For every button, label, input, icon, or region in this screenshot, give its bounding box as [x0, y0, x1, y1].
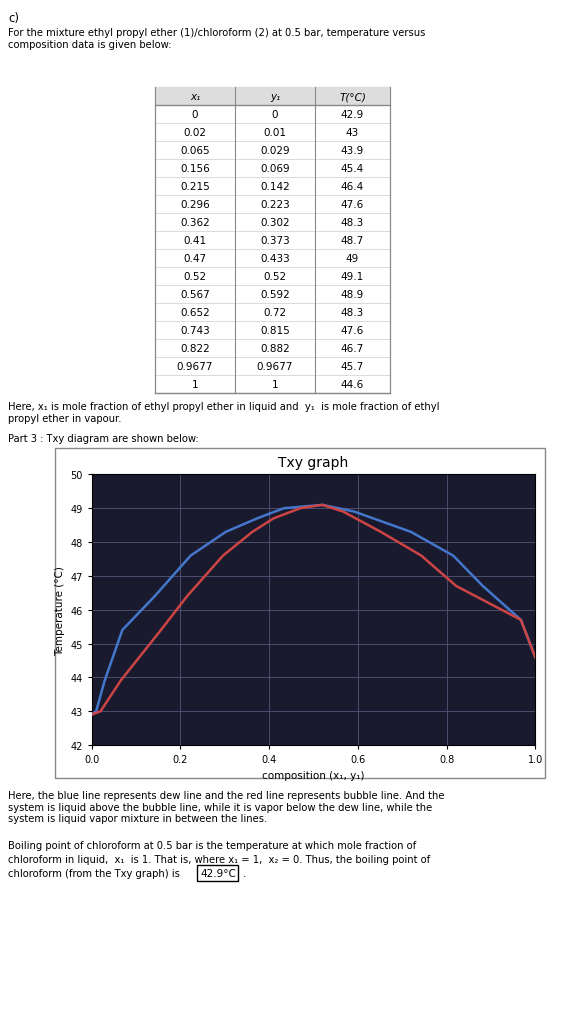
Text: 0.567: 0.567 [180, 290, 210, 299]
Text: 0.47: 0.47 [183, 254, 207, 264]
Text: .: . [243, 868, 246, 879]
Text: 42.9: 42.9 [341, 110, 364, 120]
Text: 0.302: 0.302 [260, 217, 290, 227]
Text: 46.7: 46.7 [341, 344, 364, 354]
Title: Txy graph: Txy graph [278, 456, 349, 469]
Text: 0.029: 0.029 [260, 146, 290, 156]
Bar [155, 88, 390, 393]
Text: 0.9677: 0.9677 [177, 362, 213, 372]
Text: 0.652: 0.652 [180, 307, 210, 317]
Bar [155, 88, 390, 106]
Text: 0.069: 0.069 [260, 164, 290, 174]
Text: 0.02: 0.02 [183, 127, 207, 137]
Text: c): c) [8, 12, 19, 25]
Text: 0.433: 0.433 [260, 254, 290, 264]
Text: 0.882: 0.882 [260, 344, 290, 354]
Text: 0.592: 0.592 [260, 290, 290, 299]
Text: 0.743: 0.743 [180, 326, 210, 336]
Text: chloroform (from the Txy graph) is: chloroform (from the Txy graph) is [8, 868, 180, 879]
Text: 48.3: 48.3 [341, 307, 364, 317]
Text: 0: 0 [272, 110, 278, 120]
Text: Here, x₁ is mole fraction of ethyl propyl ether in liquid and  y₁  is mole fract: Here, x₁ is mole fraction of ethyl propy… [8, 401, 439, 424]
Text: 47.6: 47.6 [341, 326, 364, 336]
Text: y₁: y₁ [270, 92, 280, 102]
Text: Boiling point of chloroform at 0.5 bar is the temperature at which mole fraction: Boiling point of chloroform at 0.5 bar i… [8, 840, 416, 850]
Text: Part 3 : Txy diagram are shown below:: Part 3 : Txy diagram are shown below: [8, 434, 198, 444]
Text: chloroform in liquid,  x₁  is 1. That is, where x₁ = 1,  x₂ = 0. Thus, the boili: chloroform in liquid, x₁ is 1. That is, … [8, 854, 430, 864]
Text: For the mixture ethyl propyl ether (1)/chloroform (2) at 0.5 bar, temperature ve: For the mixture ethyl propyl ether (1)/c… [8, 28, 425, 50]
Text: 0.362: 0.362 [180, 217, 210, 227]
Text: T(°C): T(°C) [339, 92, 366, 102]
X-axis label: composition (x₁, y₁): composition (x₁, y₁) [262, 769, 365, 779]
Text: Here, the blue line represents dew line and the red line represents bubble line.: Here, the blue line represents dew line … [8, 791, 445, 823]
Bar [55, 449, 545, 778]
Text: 0.815: 0.815 [260, 326, 290, 336]
Text: 43: 43 [346, 127, 359, 137]
Text: 0.215: 0.215 [180, 182, 210, 192]
Text: 49.1: 49.1 [341, 272, 364, 282]
Text: 48.3: 48.3 [341, 217, 364, 227]
Text: 46.4: 46.4 [341, 182, 364, 192]
Text: 1: 1 [191, 379, 198, 389]
Text: 0.296: 0.296 [180, 200, 210, 210]
Text: 0.142: 0.142 [260, 182, 290, 192]
Text: 0.9677: 0.9677 [257, 362, 293, 372]
Text: 0.373: 0.373 [260, 236, 290, 246]
Text: 0.52: 0.52 [183, 272, 207, 282]
Text: 0.52: 0.52 [264, 272, 286, 282]
Text: 0.41: 0.41 [183, 236, 207, 246]
Text: 0.156: 0.156 [180, 164, 210, 174]
Text: 48.9: 48.9 [341, 290, 364, 299]
Text: 42.9°C: 42.9°C [200, 868, 236, 879]
Y-axis label: Temperature (°C): Temperature (°C) [55, 565, 65, 655]
Text: 0.01: 0.01 [264, 127, 286, 137]
Text: 0.065: 0.065 [180, 146, 210, 156]
Text: x₁: x₁ [190, 92, 200, 102]
Text: 1: 1 [272, 379, 278, 389]
Text: 0.223: 0.223 [260, 200, 290, 210]
Text: 48.7: 48.7 [341, 236, 364, 246]
Text: 44.6: 44.6 [341, 379, 364, 389]
Text: 0: 0 [191, 110, 198, 120]
Text: 0.822: 0.822 [180, 344, 210, 354]
Text: 0.72: 0.72 [264, 307, 286, 317]
Text: 45.7: 45.7 [341, 362, 364, 372]
Text: 43.9: 43.9 [341, 146, 364, 156]
Text: 47.6: 47.6 [341, 200, 364, 210]
Text: 45.4: 45.4 [341, 164, 364, 174]
Text: 49: 49 [346, 254, 359, 264]
